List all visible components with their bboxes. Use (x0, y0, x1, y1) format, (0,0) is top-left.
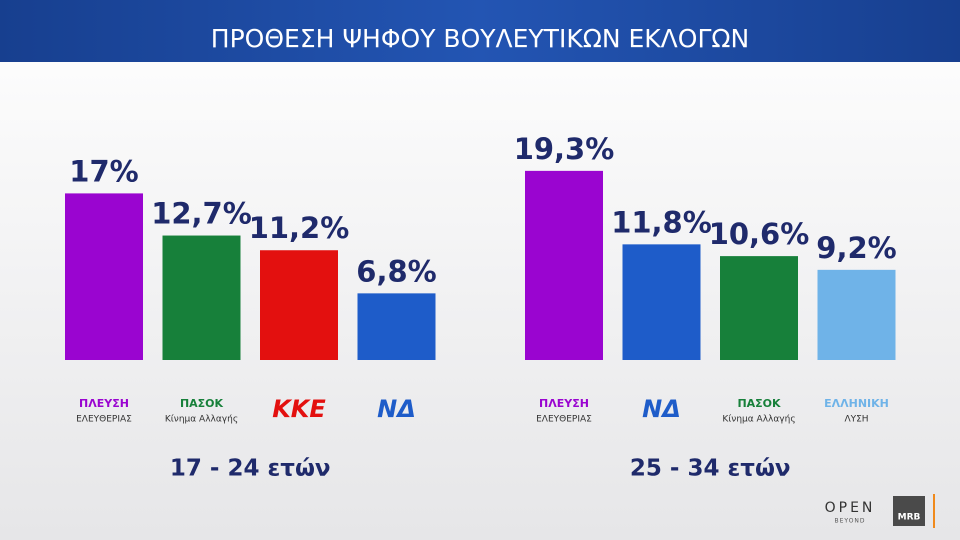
value-label: 9,2% (816, 231, 896, 265)
value-label: 12,7% (151, 197, 252, 231)
category-sublabel: ΛΥΣΗ (844, 415, 868, 425)
value-label: 10,6% (709, 217, 810, 251)
value-label: 11,8% (611, 205, 712, 239)
pollster: MRB (898, 513, 921, 523)
bar (622, 244, 701, 360)
chart-title: ΠΡΟΘΕΣΗ ΨΗΦΟΥ ΒΟΥΛΕΥΤΙΚΩΝ ΕΚΛΟΓΩΝ (211, 24, 749, 53)
group-label: 25 - 34 ετών (630, 456, 791, 482)
category-sublabel: Κίνημα Αλλαγής (165, 415, 238, 425)
bar (817, 269, 896, 360)
value-label: 11,2% (249, 211, 350, 245)
category-label: ΠΑΣΟΚ (737, 397, 781, 410)
bar (162, 235, 241, 360)
brand: OPEN (825, 500, 876, 516)
bar (260, 250, 338, 360)
category-sublabel: ΕΛΕΥΘΕΡΙΑΣ (76, 415, 132, 425)
category-label: ΠΑΣΟΚ (180, 397, 224, 410)
bar (357, 293, 436, 360)
header-bar (0, 0, 960, 62)
category-sublabel: ΕΛΕΥΘΕΡΙΑΣ (536, 415, 592, 425)
bar (525, 170, 603, 360)
category-label: ΝΔ (642, 395, 681, 423)
category-label: ΕΛΛΗΝΙΚΗ (824, 397, 889, 410)
pollster-box (893, 496, 925, 526)
category-label: ΚΚΕ (272, 395, 326, 423)
brand-sub: BEYOND (834, 518, 865, 525)
category-sublabel: Κίνημα Αλλαγής (722, 415, 795, 425)
value-label: 6,8% (356, 254, 436, 288)
category-label: ΝΔ (377, 395, 416, 423)
value-label: 19,3% (514, 132, 615, 166)
value-label: 17% (69, 154, 138, 188)
category-label: ΠΛΕΥΣΗ (79, 397, 129, 410)
bar (65, 193, 143, 360)
bar (720, 256, 798, 360)
group-label: 17 - 24 ετών (170, 456, 331, 482)
category-label: ΠΛΕΥΣΗ (539, 397, 589, 410)
